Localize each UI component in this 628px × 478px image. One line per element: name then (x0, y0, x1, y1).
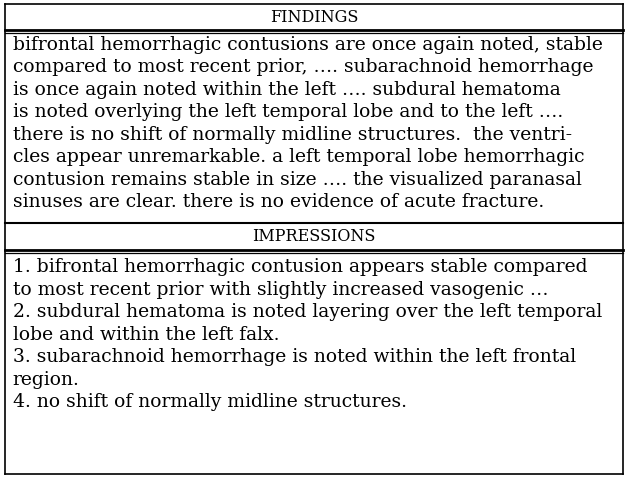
Text: bifrontal hemorrhagic contusions are once again noted, stable
compared to most r: bifrontal hemorrhagic contusions are onc… (13, 36, 602, 211)
Text: FINDINGS: FINDINGS (270, 9, 358, 26)
Text: 1. bifrontal hemorrhagic contusion appears stable compared
to most recent prior : 1. bifrontal hemorrhagic contusion appea… (13, 258, 602, 411)
Text: IMPRESSIONS: IMPRESSIONS (252, 228, 376, 245)
